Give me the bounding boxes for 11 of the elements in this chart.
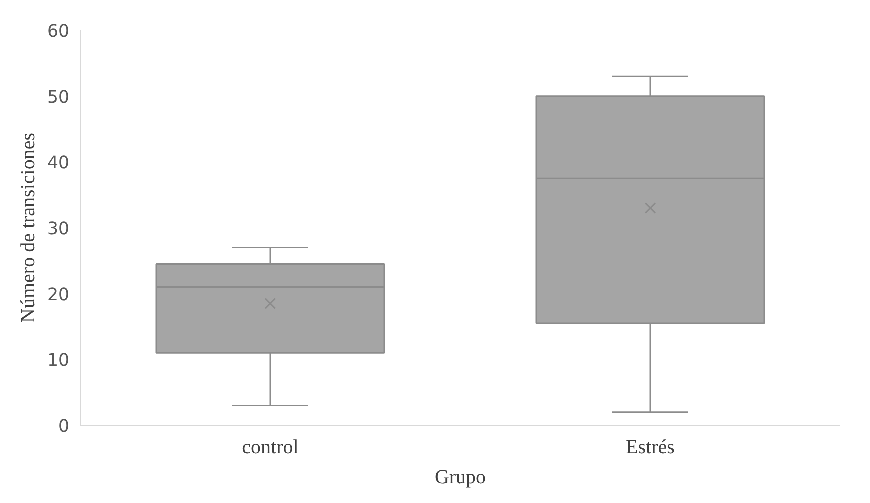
y-tick-label: 20 [47, 285, 70, 306]
x-axis-title: Grupo [434, 466, 486, 488]
y-axis-title: Número de transiciones [17, 132, 40, 323]
y-tick-label: 50 [47, 88, 70, 108]
x-tick-label: control [242, 436, 300, 458]
y-tick-label: 0 [58, 417, 70, 437]
y-tick-label: 60 [47, 22, 70, 42]
y-tick-label: 30 [47, 220, 70, 240]
x-tick-label: Estrés [626, 436, 676, 458]
y-tick-label: 40 [47, 154, 70, 174]
y-tick-label: 10 [47, 351, 70, 372]
